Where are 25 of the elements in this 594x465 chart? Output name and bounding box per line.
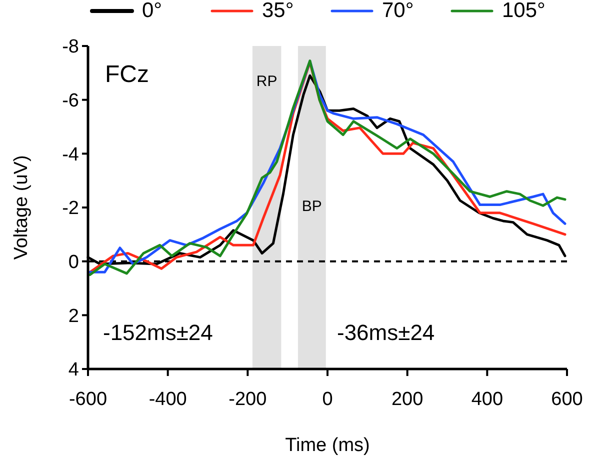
x-tick-label: 600 bbox=[551, 389, 583, 410]
x-tick-label: -600 bbox=[68, 389, 108, 410]
y-tick-label: 4 bbox=[68, 360, 80, 381]
y-axis-title: Voltage (uV) bbox=[11, 155, 32, 260]
y-tick-label: -8 bbox=[62, 36, 79, 58]
x-tick-label: 400 bbox=[471, 389, 504, 410]
annotation: -152ms±24 bbox=[103, 320, 213, 345]
y-tick-label: -2 bbox=[62, 198, 79, 220]
x-tick-label: 200 bbox=[391, 389, 424, 410]
x-tick-label: 0 bbox=[322, 389, 333, 410]
y-tick-label: 2 bbox=[68, 306, 79, 327]
legend-label: 105° bbox=[502, 0, 546, 22]
band-label: BP bbox=[302, 198, 322, 215]
y-tick-label: 0 bbox=[68, 252, 79, 273]
annotation: -36ms±24 bbox=[337, 320, 435, 345]
legend-label: 35° bbox=[262, 0, 294, 22]
annotation: FCz bbox=[105, 61, 149, 88]
y-tick-label: -4 bbox=[62, 144, 80, 166]
band-label: RP bbox=[256, 73, 278, 90]
x-tick-label: -400 bbox=[148, 389, 187, 410]
legend-label: 0° bbox=[142, 0, 162, 22]
x-tick-label: -200 bbox=[228, 389, 267, 410]
y-tick-label: -6 bbox=[62, 90, 79, 112]
x-axis-title: Time (ms) bbox=[285, 435, 370, 456]
legend-label: 70° bbox=[382, 0, 414, 22]
